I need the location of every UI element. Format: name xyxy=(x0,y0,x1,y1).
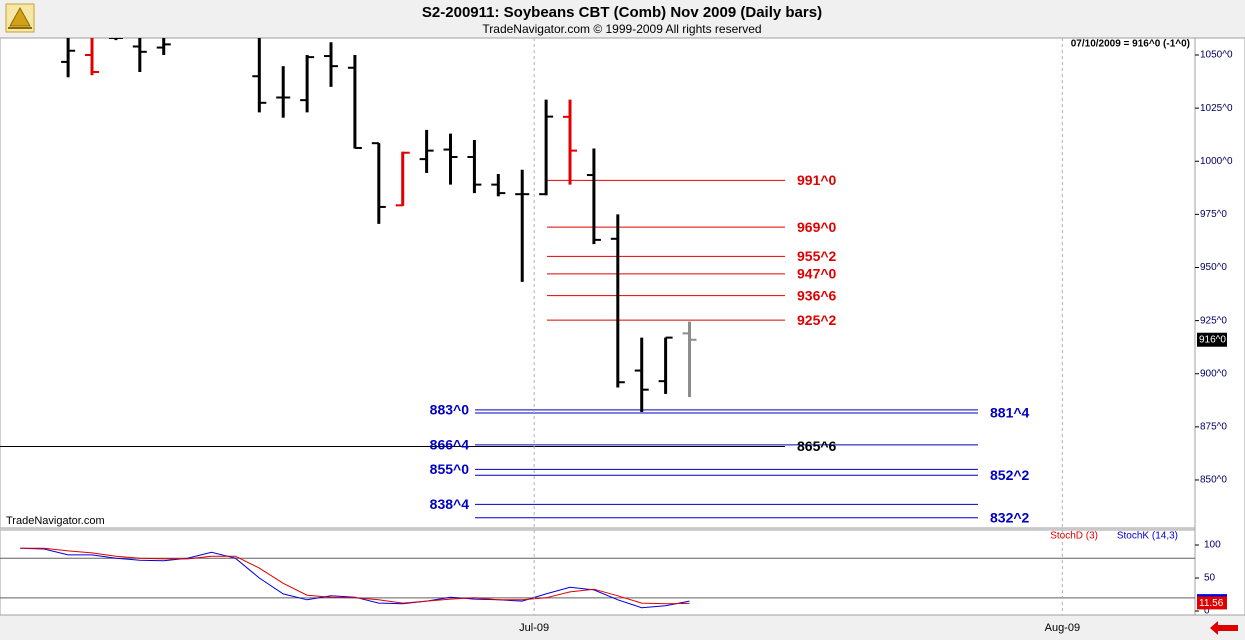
level-label: 865^6 xyxy=(797,438,837,454)
level-label: 955^2 xyxy=(797,248,837,264)
y-tick-label: 875^0 xyxy=(1200,421,1227,432)
last-value-box xyxy=(1197,596,1227,610)
level-label: 855^0 xyxy=(430,461,470,477)
level-label: 852^2 xyxy=(990,467,1030,483)
logo xyxy=(5,3,35,33)
chart-title: S2-200911: Soybeans CBT (Comb) Nov 2009 … xyxy=(422,4,822,21)
level-label: 936^6 xyxy=(797,287,837,303)
y-tick-label: 100 xyxy=(1204,540,1221,551)
chart-subtitle: TradeNavigator.com © 1999-2009 All right… xyxy=(482,22,761,36)
stoch-line xyxy=(20,547,690,609)
level-label: 883^0 xyxy=(430,402,470,418)
y-tick-label: 950^0 xyxy=(1200,262,1227,273)
watermark: TradeNavigator.com xyxy=(6,515,105,527)
last-info: 07/10/2009 = 916^0 (-1^0) xyxy=(1071,39,1190,50)
level-label: 881^4 xyxy=(990,405,1030,421)
level-label: 866^4 xyxy=(430,437,470,453)
legend-entry: StochK (14,3) xyxy=(1117,531,1178,542)
last-price-box xyxy=(1197,332,1227,347)
price-panel xyxy=(0,37,1196,529)
level-label: 838^4 xyxy=(430,496,470,512)
price-plot xyxy=(0,38,978,519)
x-tick-label: Aug-09 xyxy=(1045,622,1080,634)
level-label: 991^0 xyxy=(797,172,837,188)
y-tick-label: 925^0 xyxy=(1200,315,1227,326)
legend-entry: StochD (3) xyxy=(1050,531,1098,542)
level-label: 947^0 xyxy=(797,266,837,282)
last-price-label: 916^0 xyxy=(1199,334,1226,345)
last-value-label: 11.56 xyxy=(1199,598,1224,609)
stoch-panel xyxy=(0,529,1196,616)
stoch-plot xyxy=(0,547,1195,609)
stoch-line xyxy=(20,547,690,605)
y-tick-label: 1025^0 xyxy=(1200,103,1233,114)
y-tick-label: 0 xyxy=(1204,606,1210,617)
y-tick-label: 975^0 xyxy=(1200,209,1227,220)
y-tick-label: 1000^0 xyxy=(1200,156,1233,167)
y-tick-label: 900^0 xyxy=(1200,368,1227,379)
level-label: 925^2 xyxy=(797,312,837,328)
y-tick-label: 50 xyxy=(1204,573,1216,584)
y-tick-label: 850^0 xyxy=(1200,475,1227,486)
level-label: 969^0 xyxy=(797,219,837,235)
price-axis xyxy=(1194,37,1245,616)
x-tick-label: Jul-09 xyxy=(519,622,549,634)
level-label: 832^2 xyxy=(990,509,1030,525)
scroll-arrow[interactable] xyxy=(1210,621,1238,635)
y-tick-label: 1050^0 xyxy=(1200,50,1233,61)
